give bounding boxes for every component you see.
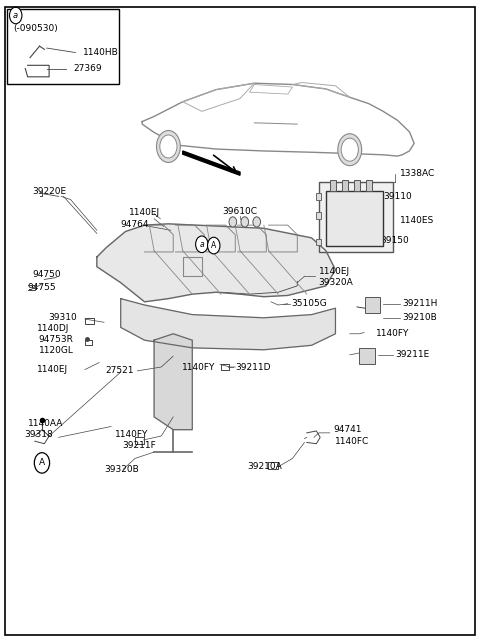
- Text: (-090530): (-090530): [13, 24, 58, 33]
- Bar: [316, 239, 321, 245]
- Bar: [360, 349, 374, 365]
- Text: 39320A: 39320A: [319, 277, 353, 286]
- Polygon shape: [97, 224, 336, 302]
- Text: 1140EJ: 1140EJ: [37, 365, 68, 374]
- Text: 1140EJ: 1140EJ: [129, 208, 160, 217]
- Text: 39210A: 39210A: [247, 462, 282, 471]
- Text: 39220E: 39220E: [33, 187, 67, 196]
- Circle shape: [160, 135, 177, 158]
- Text: a: a: [13, 11, 18, 20]
- Text: 94755: 94755: [28, 282, 56, 291]
- Text: 1140FY: 1140FY: [182, 363, 215, 372]
- Text: 1140AA: 1140AA: [28, 419, 63, 428]
- Text: 39310: 39310: [48, 313, 77, 322]
- Text: 1140EJ: 1140EJ: [319, 266, 350, 275]
- Text: 1140FY: 1140FY: [376, 329, 409, 338]
- Bar: [366, 180, 372, 191]
- Text: a: a: [200, 240, 204, 249]
- Text: 94753R: 94753R: [38, 335, 73, 344]
- Bar: [354, 180, 360, 191]
- Bar: [316, 193, 321, 200]
- Text: 1140FY: 1140FY: [115, 429, 148, 438]
- Circle shape: [229, 217, 237, 227]
- Polygon shape: [183, 151, 240, 175]
- Text: 94750: 94750: [33, 270, 61, 279]
- Text: 39150: 39150: [381, 236, 409, 245]
- Text: 39320B: 39320B: [104, 465, 139, 474]
- Bar: [319, 182, 393, 252]
- Circle shape: [253, 217, 261, 227]
- Text: 35105G: 35105G: [291, 299, 327, 308]
- Text: 1120GL: 1120GL: [38, 346, 73, 355]
- Text: 1338AC: 1338AC: [400, 169, 435, 178]
- Circle shape: [338, 134, 362, 166]
- Text: A: A: [211, 241, 216, 250]
- Circle shape: [241, 217, 249, 227]
- Text: 39211D: 39211D: [235, 363, 271, 372]
- Circle shape: [156, 130, 180, 162]
- Text: 94764: 94764: [120, 220, 149, 229]
- Text: 39110: 39110: [383, 192, 412, 201]
- Bar: [316, 213, 321, 219]
- Text: 1140FC: 1140FC: [336, 437, 370, 446]
- Bar: [342, 180, 348, 191]
- Text: 94741: 94741: [333, 425, 361, 434]
- Circle shape: [10, 7, 22, 24]
- Bar: [326, 191, 383, 246]
- Text: 27521: 27521: [106, 367, 134, 376]
- Bar: [365, 297, 380, 313]
- Text: 27369: 27369: [73, 64, 102, 73]
- Circle shape: [34, 453, 49, 473]
- Circle shape: [196, 236, 208, 252]
- Text: 39318: 39318: [24, 430, 53, 439]
- Text: 39211H: 39211H: [402, 299, 438, 308]
- Polygon shape: [120, 299, 336, 350]
- Text: 1140ES: 1140ES: [400, 216, 434, 225]
- Bar: [330, 180, 336, 191]
- Circle shape: [207, 238, 220, 254]
- Text: 39210B: 39210B: [402, 313, 437, 322]
- Circle shape: [341, 138, 359, 161]
- Text: 39211E: 39211E: [395, 351, 429, 360]
- Polygon shape: [154, 334, 192, 429]
- Bar: [7, 9, 119, 85]
- Text: 1140DJ: 1140DJ: [37, 324, 70, 333]
- Text: A: A: [39, 458, 45, 467]
- Text: 39211F: 39211F: [122, 441, 156, 450]
- Text: 39610C: 39610C: [223, 207, 257, 216]
- Text: 1140HB: 1140HB: [83, 48, 118, 57]
